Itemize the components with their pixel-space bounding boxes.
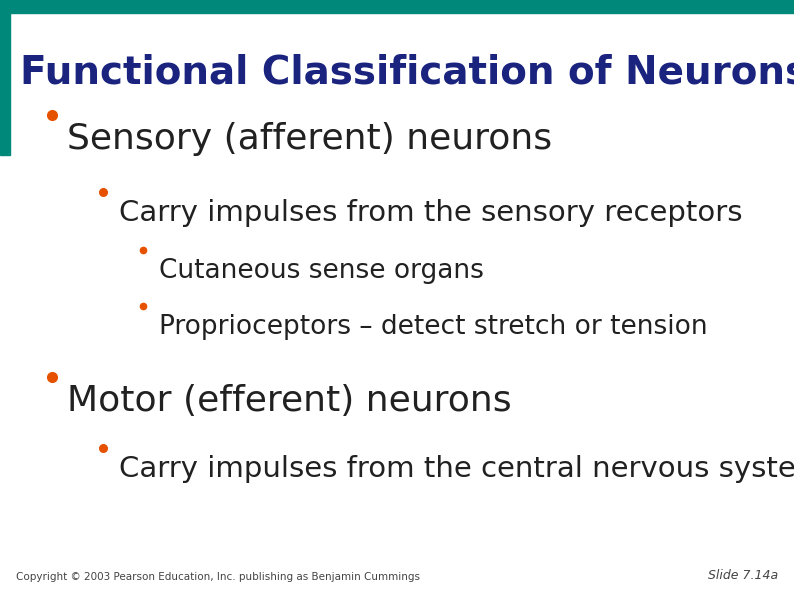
Text: Sensory (afferent) neurons: Sensory (afferent) neurons xyxy=(67,122,553,156)
Text: Functional Classification of Neurons: Functional Classification of Neurons xyxy=(20,54,794,92)
Text: Cutaneous sense organs: Cutaneous sense organs xyxy=(159,258,484,284)
Text: Copyright © 2003 Pearson Education, Inc. publishing as Benjamin Cummings: Copyright © 2003 Pearson Education, Inc.… xyxy=(16,572,420,582)
Text: Proprioceptors – detect stretch or tension: Proprioceptors – detect stretch or tensi… xyxy=(159,314,707,340)
Text: Carry impulses from the sensory receptors: Carry impulses from the sensory receptor… xyxy=(119,199,742,227)
Text: Motor (efferent) neurons: Motor (efferent) neurons xyxy=(67,384,512,418)
Bar xyxy=(0,0,794,13)
Bar xyxy=(0,0,10,155)
Text: Slide 7.14a: Slide 7.14a xyxy=(708,569,778,582)
Text: Carry impulses from the central nervous system: Carry impulses from the central nervous … xyxy=(119,455,794,483)
